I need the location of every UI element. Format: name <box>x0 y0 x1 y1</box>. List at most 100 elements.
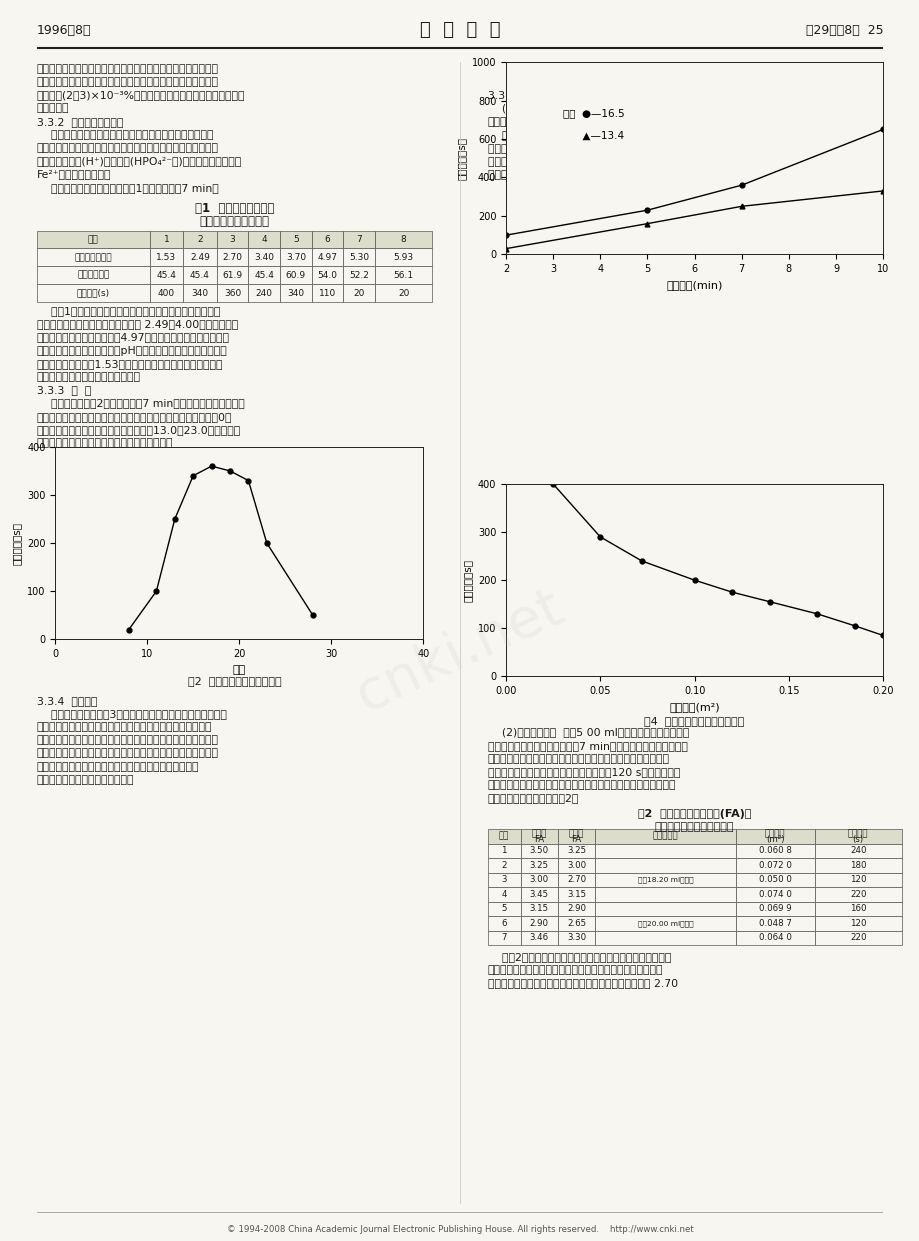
Text: 为不溢性磷酸盐随时间的增加而不断在铁表面沉积的结果。但: 为不溢性磷酸盐随时间的增加而不断在铁表面沉积的结果。但 <box>37 722 212 732</box>
Text: 56.1: 56.1 <box>393 271 414 279</box>
Bar <box>183 284 217 302</box>
Text: 多，磷化液不稳定。因而，只有当酸比在13.0～23.0之间时，磷: 多，磷化液不稳定。因而，只有当酸比在13.0～23.0之间时，磷 <box>37 424 241 434</box>
Text: 每次取样后，立即添加适量清水，以保持原有液面高度，继续磷: 每次取样后，立即添加适量清水，以保持原有液面高度，继续磷 <box>487 753 669 763</box>
Bar <box>814 829 901 844</box>
Bar <box>279 231 312 248</box>
Text: 的耔蚀性。: 的耔蚀性。 <box>37 103 69 113</box>
Text: 4: 4 <box>261 235 267 244</box>
Text: 220: 220 <box>849 890 866 898</box>
Text: 2.70: 2.70 <box>222 253 243 262</box>
Text: 于游离酸度过高，工件表面的pH値感以上升，磷化膜难以形成。: 于游离酸度过高，工件表面的pH値感以上升，磷化膜难以形成。 <box>37 345 227 355</box>
Text: (1)磷化面积  磷化面积指单位体积的磷化液在未加调整: (1)磷化面积 磷化面积指单位体积的磷化液在未加调整 <box>487 103 666 113</box>
Bar <box>312 267 343 284</box>
Text: (m²): (m²) <box>766 835 784 844</box>
Bar <box>375 248 432 267</box>
Text: 从表1数据可以看出，在上述测定范围内，总酸度对膜耔蚀: 从表1数据可以看出，在上述测定范围内，总酸度对膜耔蚀 <box>37 307 220 316</box>
Bar <box>279 248 312 267</box>
Text: 对磷化膜耔蚀性的影响: 对磷化膜耔蚀性的影响 <box>199 215 269 228</box>
Text: 图4  膜耔蚀性和处理面积的关系: 图4 膜耔蚀性和处理面积的关系 <box>644 716 743 726</box>
Text: 0.060 8: 0.060 8 <box>758 846 791 855</box>
Text: 240: 240 <box>849 846 866 855</box>
Bar <box>814 858 901 872</box>
Text: 5.30: 5.30 <box>349 253 369 262</box>
Text: 0.069 9: 0.069 9 <box>758 905 790 913</box>
Text: 2.90: 2.90 <box>529 918 549 928</box>
Bar <box>343 231 375 248</box>
Bar <box>217 248 248 267</box>
Text: ▲—13.4: ▲—13.4 <box>562 132 623 141</box>
Text: 酸比  ●—16.5: 酸比 ●—16.5 <box>562 108 623 118</box>
Bar <box>814 872 901 887</box>
Bar <box>487 931 520 946</box>
Text: 3.30: 3.30 <box>566 933 585 942</box>
Text: 化，直至磷化膜的点滴试验时间低于或等于120 s。此时添加浓: 化，直至磷化膜的点滴试验时间低于或等于120 s。此时添加浓 <box>487 767 679 777</box>
X-axis label: 处理面积(m²): 处理面积(m²) <box>668 701 720 711</box>
Bar <box>520 858 557 872</box>
Bar <box>183 248 217 267</box>
Bar <box>558 858 595 872</box>
Text: 为不溢性的叔磷酸盐两个过程所构成。在成膜时，溶液中必须有: 为不溢性的叔磷酸盐两个过程所构成。在成膜时，溶液中必须有 <box>37 143 219 153</box>
Text: 表1  游离酸度和总酸度: 表1 游离酸度和总酸度 <box>195 201 274 215</box>
Text: 总酸度（点）: 总酸度（点） <box>77 271 109 279</box>
Y-axis label: 点滴时间（s）: 点滴时间（s） <box>456 137 466 180</box>
Bar <box>595 916 735 931</box>
Bar <box>312 284 343 302</box>
Bar <box>520 887 557 902</box>
Text: 3.3.3  酸  比: 3.3.3 酸 比 <box>37 385 91 395</box>
Bar <box>248 267 279 284</box>
Bar <box>487 829 520 844</box>
Text: 细薄而致密，耔蚀性提高。但促进剂的浓度应控制在一定范围之: 细薄而致密，耔蚀性提高。但促进剂的浓度应控制在一定范围之 <box>37 77 219 87</box>
Text: FA: FA <box>571 835 581 844</box>
Text: 400: 400 <box>158 289 175 298</box>
Text: 内，即在(2～3)×10⁻³%之间，如果浓度再增大，反而降低了膜: 内，即在(2～3)×10⁻³%之间，如果浓度再增大，反而降低了膜 <box>37 91 245 101</box>
Text: 耔蚀性在整个磷化过程中，其随时间变化并非线性的，磷化时间: 耔蚀性在整个磷化过程中，其随时间变化并非线性的，磷化时间 <box>37 735 219 746</box>
X-axis label: 酸比: 酸比 <box>233 664 245 675</box>
Text: 3.15: 3.15 <box>529 905 549 913</box>
Text: 3.40: 3.40 <box>254 253 274 262</box>
Text: 化面积在 0.35 m²/L左右。: 化面积在 0.35 m²/L左右。 <box>487 170 588 180</box>
Bar <box>217 231 248 248</box>
Bar <box>558 887 595 902</box>
Text: 和磷化膜的耔蚀性都随处理面积的增加而下降。从磷化膜的耔: 和磷化膜的耔蚀性都随处理面积的增加而下降。从磷化膜的耔 <box>487 965 663 975</box>
Text: 360: 360 <box>223 289 241 298</box>
Text: 游离酸度和总酸度的影响见表1，磷化时间为7 min。: 游离酸度和总酸度的影响见表1，磷化时间为7 min。 <box>37 182 219 192</box>
Bar <box>375 284 432 302</box>
Text: 0.064 0: 0.064 0 <box>758 933 791 942</box>
Text: 3.3.4  磷化时间: 3.3.4 磷化时间 <box>37 696 97 706</box>
Bar <box>217 284 248 302</box>
Text: 54.0: 54.0 <box>317 271 337 279</box>
Text: 8: 8 <box>401 235 406 244</box>
Text: 1996年8月: 1996年8月 <box>37 24 91 37</box>
Text: 60.9: 60.9 <box>286 271 306 279</box>
Text: 3: 3 <box>501 875 506 885</box>
Text: 61.9: 61.9 <box>222 271 243 279</box>
Text: 处理面积: 处理面积 <box>765 829 785 838</box>
Bar <box>487 887 520 902</box>
Text: 第29卷第8期  25: 第29卷第8期 25 <box>805 24 882 37</box>
Text: 3.45: 3.45 <box>529 890 549 898</box>
Bar <box>595 844 735 858</box>
Bar <box>343 248 375 267</box>
Text: 2.70: 2.70 <box>566 875 585 885</box>
Text: 过长，膜厚度增加会造成底漆的附着力下降。因此，在生产过程: 过长，膜厚度增加会造成底漆的附着力下降。因此，在生产过程 <box>37 748 219 758</box>
Text: (s): (s) <box>852 835 863 844</box>
Text: 7: 7 <box>356 235 362 244</box>
Text: 膜耔蚀性与处理面积的关系: 膜耔蚀性与处理面积的关系 <box>654 823 733 833</box>
Bar <box>150 284 183 302</box>
Bar <box>735 931 814 946</box>
Bar <box>520 872 557 887</box>
Text: 蚀性和磷化液的稳定性两方面考虑，游离酸度最佳范围为 2.70: 蚀性和磷化液的稳定性两方面考虑，游离酸度最佳范围为 2.70 <box>487 978 677 988</box>
Bar <box>520 902 557 916</box>
Bar <box>814 916 901 931</box>
Text: 3.70: 3.70 <box>286 253 306 262</box>
Text: 加入18.20 ml浓缩液: 加入18.20 ml浓缩液 <box>637 876 693 884</box>
Text: 7: 7 <box>501 933 506 942</box>
Text: 1: 1 <box>164 235 169 244</box>
Text: 3.00: 3.00 <box>566 861 585 870</box>
Bar <box>343 267 375 284</box>
Text: 化膜耔蚀性较好，且磷化液也不至于沉淤过多。: 化膜耔蚀性较好，且磷化液也不至于沉淤过多。 <box>37 438 173 448</box>
Bar <box>183 267 217 284</box>
Text: 点滴时间: 点滴时间 <box>847 829 868 838</box>
Text: 3.00: 3.00 <box>529 875 549 885</box>
Text: 2: 2 <box>501 861 506 870</box>
